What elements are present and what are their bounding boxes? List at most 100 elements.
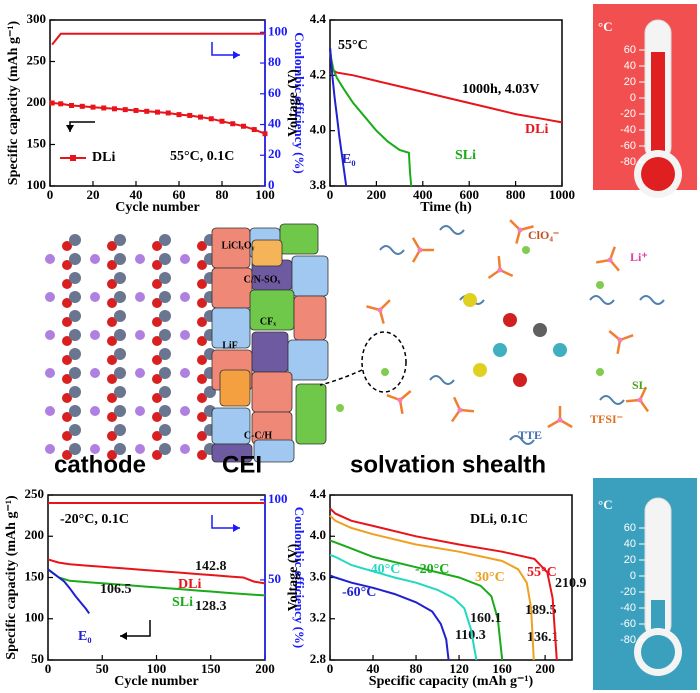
clo4 [596,281,604,289]
atom-co [114,405,126,417]
atom-o [197,336,207,346]
y-tick-label: 4.0 [310,122,326,137]
atom-co [159,348,171,360]
series-line [51,32,265,46]
atom-co [69,348,81,360]
y-tick-label: 150 [27,135,47,150]
end-value-label: 142.8 [195,559,227,574]
arrow-head [233,524,240,532]
thermo-bulb-fill [641,157,675,191]
thermo-bulb-fill [641,635,675,669]
series-label: -40°C [366,562,400,577]
atom-li [135,368,145,378]
atom-o [197,241,207,251]
y2-tick-label: 20 [268,146,281,161]
data-point [90,104,96,110]
atom-o [62,336,72,346]
thermo-scale: -20 [620,108,636,120]
atom-o [107,355,117,365]
atom-o [107,241,117,251]
series-line [329,514,535,661]
thermo-scale: -80 [620,156,636,168]
atom-li [180,368,190,378]
series-label: 55°C [527,565,557,580]
series-line [47,568,266,597]
x-tick-label: 160 [492,661,512,676]
arrow [120,620,151,637]
data-point [101,105,107,111]
atom-co [114,234,126,246]
atom-co [159,253,171,265]
atom-li [90,292,100,302]
atom-li [45,444,55,454]
atom-o [197,374,207,384]
thermo-scale: -40 [620,124,636,136]
arrow-head [233,51,240,59]
atom-co [159,234,171,246]
x-tick-label: 0 [45,661,52,676]
li-ion [417,247,423,253]
atom-o [197,317,207,327]
atom-co [114,272,126,284]
data-point [133,107,139,113]
atom-co [159,291,171,303]
atom-o [107,317,117,327]
cei-species: C/N-SOₓ [244,274,281,285]
thermo-scale: 40 [624,60,636,72]
atom-o [62,450,72,460]
x-tick-label: 0 [47,187,54,202]
data-point [219,118,225,124]
atom-o [152,298,162,308]
li-ion [457,407,463,413]
x-tick-label: 50 [96,661,109,676]
arrow-head [66,125,74,132]
y2-tick-label: 100 [268,491,288,506]
atom-o [197,431,207,441]
plot-frame [329,19,563,187]
thermo-scale: 60 [624,522,636,534]
atom-o [62,279,72,289]
series-line [329,47,348,187]
x-tick-label: 80 [410,661,423,676]
thermo-fill [651,52,665,162]
atom-co [69,367,81,379]
solvation-species: TTE [518,428,542,442]
y-tick-label: 150 [25,568,45,583]
atom-o [152,355,162,365]
atom-li [180,444,190,454]
y-tick-label: 300 [27,11,47,26]
solvation-species: Li⁺ [630,250,648,264]
clo4 [336,404,344,412]
atom-o [197,355,207,365]
molecule-atom [503,313,517,327]
atom-o [152,317,162,327]
thermo-scale: 20 [624,554,636,566]
data-point [79,103,85,109]
y-tick-label: 4.2 [310,66,326,81]
end-value-label: 110.3 [455,628,486,643]
data-point [230,121,236,127]
annotation: -20°C, 0.1C [60,512,129,527]
atom-o [152,450,162,460]
zoom-arrow [319,369,363,386]
li-ion [617,337,623,343]
series-label: SLi [172,595,193,610]
thermo-scale: 0 [630,92,636,104]
atom-o [107,412,117,422]
y2-axis-label: Coulombic efficiency (%) [292,32,307,174]
atom-li [135,444,145,454]
data-point [155,109,160,115]
solvation-species: ClO₄⁻ [528,228,559,242]
caption: cathode [54,451,146,478]
caption: CEI [222,451,262,478]
thermo-scale: -60 [620,618,636,630]
atom-li [90,330,100,340]
cei-species: C-C/H [244,430,273,441]
y-tick-label: 50 [31,651,44,666]
y2-tick-label: 60 [268,85,281,100]
tte-chain [379,245,405,255]
atom-co [114,348,126,360]
y-tick-label: 3.2 [310,610,326,625]
atom-o [152,431,162,441]
atom-li [45,368,55,378]
